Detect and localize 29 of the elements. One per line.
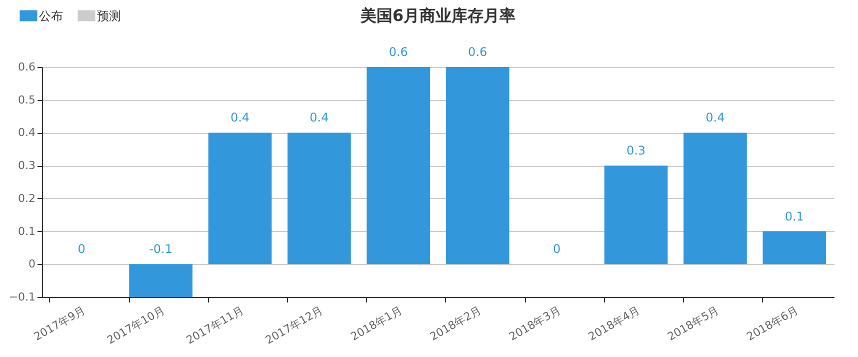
- bar: [129, 264, 192, 297]
- y-tick-label: 0.1: [18, 224, 36, 238]
- y-tick-label: 0.3: [18, 159, 36, 172]
- y-tick-label: −0.1: [8, 290, 36, 304]
- y-tick-label: 0.5: [18, 93, 36, 106]
- data-label: 0: [78, 242, 86, 256]
- data-label: 0.6: [468, 45, 488, 59]
- chart-title: 美国6月商业库存月率: [359, 6, 516, 25]
- bar: [366, 67, 430, 264]
- y-tick-label: 0.6: [18, 60, 36, 74]
- y-tick-label: 0.4: [18, 126, 36, 140]
- data-label: -0.1: [149, 242, 173, 256]
- data-label: 0.3: [626, 144, 646, 158]
- y-tick-label: 0.2: [18, 192, 36, 205]
- data-label: 0.6: [388, 45, 408, 59]
- data-label: 0.1: [784, 209, 804, 224]
- bar: [604, 166, 668, 264]
- y-tick-label: 0: [28, 258, 36, 271]
- bar: [684, 132, 747, 264]
- bar: [762, 231, 826, 264]
- bar: [208, 132, 272, 264]
- data-label: 0.4: [706, 110, 725, 125]
- bar: [446, 67, 510, 264]
- data-label: 0.4: [310, 110, 329, 125]
- bar: [288, 132, 351, 264]
- data-label: 0: [552, 242, 561, 256]
- data-label: 0.4: [230, 110, 250, 125]
- legend-label: 预测: [97, 8, 121, 23]
- legend-label: 公布: [39, 8, 63, 23]
